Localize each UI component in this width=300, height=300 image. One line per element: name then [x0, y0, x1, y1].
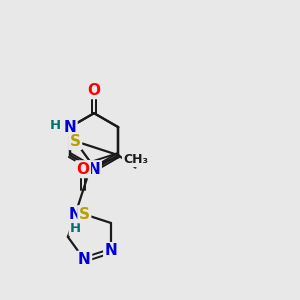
Text: N: N	[88, 162, 100, 177]
Text: S: S	[79, 207, 90, 222]
Text: S: S	[70, 134, 81, 149]
Text: H: H	[70, 222, 81, 235]
Text: O: O	[76, 162, 89, 177]
Text: N: N	[64, 120, 76, 135]
Text: N: N	[78, 252, 91, 267]
Text: CH₃: CH₃	[123, 153, 148, 166]
Text: O: O	[88, 83, 100, 98]
Text: N: N	[105, 243, 117, 258]
Text: H: H	[50, 119, 61, 132]
Text: N: N	[69, 207, 82, 222]
